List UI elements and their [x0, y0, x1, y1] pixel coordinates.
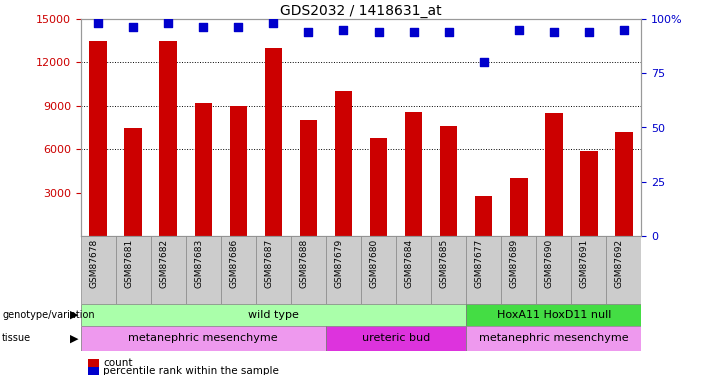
Bar: [221, 236, 256, 304]
Point: [338, 27, 349, 33]
Bar: [151, 236, 186, 304]
Bar: [90, 40, 107, 236]
Text: metanephric mesenchyme: metanephric mesenchyme: [128, 333, 278, 344]
Point: [233, 24, 244, 30]
Text: count: count: [103, 358, 132, 368]
Text: GSM87682: GSM87682: [159, 239, 168, 288]
Bar: [230, 106, 247, 236]
Bar: [571, 236, 606, 304]
Point: [618, 27, 629, 33]
Point: [268, 20, 279, 26]
Text: GSM87685: GSM87685: [440, 239, 449, 288]
Bar: [396, 236, 431, 304]
Text: GSM87688: GSM87688: [299, 239, 308, 288]
Bar: [160, 40, 177, 236]
Text: tissue: tissue: [2, 333, 32, 344]
Bar: [195, 103, 212, 236]
Text: GSM87683: GSM87683: [194, 239, 203, 288]
Bar: [81, 304, 466, 326]
Point: [128, 24, 139, 30]
Text: GSM87681: GSM87681: [124, 239, 133, 288]
Bar: [440, 126, 458, 236]
Text: ▶: ▶: [70, 333, 79, 344]
Point: [443, 29, 454, 35]
Bar: [405, 111, 423, 236]
Bar: [291, 236, 326, 304]
Text: ▶: ▶: [70, 310, 79, 320]
Bar: [475, 196, 492, 236]
Text: GSM87689: GSM87689: [510, 239, 519, 288]
Bar: [501, 236, 536, 304]
Bar: [326, 236, 361, 304]
Point: [198, 24, 209, 30]
Text: GSM87690: GSM87690: [545, 239, 554, 288]
Point: [513, 27, 524, 33]
Bar: [606, 236, 641, 304]
Bar: [81, 326, 326, 351]
Text: GSM87678: GSM87678: [89, 239, 98, 288]
Text: metanephric mesenchyme: metanephric mesenchyme: [479, 333, 629, 344]
Bar: [580, 151, 598, 236]
Point: [408, 29, 419, 35]
Bar: [536, 236, 571, 304]
Bar: [466, 326, 641, 351]
Bar: [265, 48, 283, 236]
Bar: [335, 91, 353, 236]
Point: [93, 20, 104, 26]
Point: [478, 59, 489, 65]
Text: GSM87687: GSM87687: [264, 239, 273, 288]
Bar: [615, 132, 633, 236]
Bar: [81, 236, 116, 304]
Bar: [466, 236, 501, 304]
Text: percentile rank within the sample: percentile rank within the sample: [103, 366, 279, 375]
Text: wild type: wild type: [248, 310, 299, 320]
Bar: [326, 326, 466, 351]
Text: HoxA11 HoxD11 null: HoxA11 HoxD11 null: [496, 310, 611, 320]
Bar: [361, 236, 396, 304]
Text: GSM87686: GSM87686: [229, 239, 238, 288]
Text: GSM87680: GSM87680: [369, 239, 379, 288]
Point: [303, 29, 314, 35]
Text: GSM87677: GSM87677: [475, 239, 484, 288]
Bar: [116, 236, 151, 304]
Bar: [545, 113, 562, 236]
Text: GSM87679: GSM87679: [334, 239, 343, 288]
Text: GSM87691: GSM87691: [580, 239, 589, 288]
Text: ureteric bud: ureteric bud: [362, 333, 430, 344]
Bar: [256, 236, 291, 304]
Bar: [431, 236, 466, 304]
Bar: [370, 138, 387, 236]
Bar: [125, 128, 142, 236]
Text: GSM87692: GSM87692: [615, 239, 624, 288]
Title: GDS2032 / 1418631_at: GDS2032 / 1418631_at: [280, 4, 442, 18]
Text: GSM87684: GSM87684: [404, 239, 414, 288]
Point: [373, 29, 384, 35]
Bar: [510, 178, 528, 236]
Bar: [186, 236, 221, 304]
Point: [583, 29, 594, 35]
Point: [548, 29, 559, 35]
Point: [163, 20, 174, 26]
Text: genotype/variation: genotype/variation: [2, 310, 95, 320]
Bar: [300, 120, 317, 236]
Bar: [466, 304, 641, 326]
